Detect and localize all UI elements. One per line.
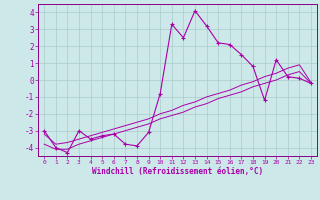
X-axis label: Windchill (Refroidissement éolien,°C): Windchill (Refroidissement éolien,°C)	[92, 167, 263, 176]
